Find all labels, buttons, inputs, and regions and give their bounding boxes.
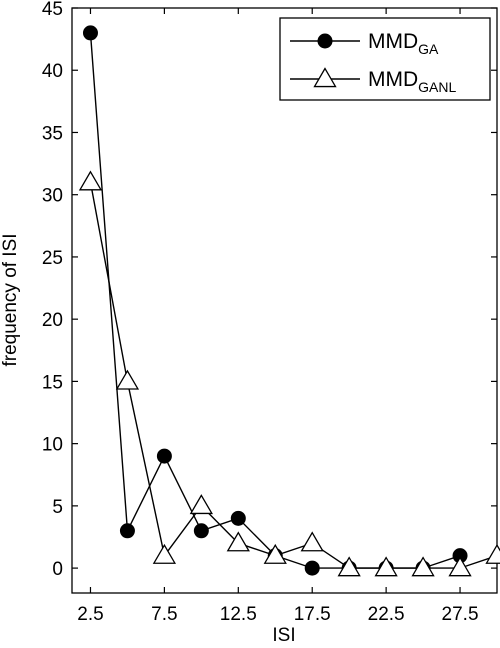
y-tick-label: 15 — [42, 372, 63, 393]
data-point-triangle — [189, 494, 213, 515]
y-tick-label: 20 — [42, 310, 63, 331]
series-2 — [78, 170, 500, 577]
y-tick-label: 5 — [52, 497, 63, 518]
data-point-circle — [156, 448, 172, 464]
data-point-circle — [304, 560, 320, 576]
data-point-triangle — [152, 543, 177, 564]
x-tick-label: 2.5 — [77, 604, 103, 625]
y-tick-label: 35 — [42, 123, 63, 144]
y-tick-label: 0 — [52, 559, 63, 580]
data-point-triangle — [374, 556, 398, 577]
series-layer — [78, 25, 500, 577]
legend-label: MMDGANL — [368, 68, 456, 95]
legend-marker-circle — [317, 33, 333, 49]
y-tick-label: 25 — [42, 248, 63, 269]
data-point-circle — [193, 523, 209, 539]
data-point-triangle — [300, 531, 324, 552]
x-tick-label: 22.5 — [368, 604, 405, 625]
data-point-triangle — [337, 556, 361, 577]
x-tick-label: 27.5 — [442, 604, 479, 625]
y-axis-label: frequency of ISI — [0, 233, 21, 366]
legend-label: MMDGA — [368, 30, 439, 57]
data-point-triangle — [448, 556, 472, 577]
data-point-circle — [230, 510, 246, 526]
data-point-triangle — [78, 170, 103, 191]
x-axis-label: ISI — [272, 625, 295, 646]
legend-item-1: MMDGA — [290, 30, 439, 57]
series-1 — [82, 25, 468, 576]
data-point-triangle — [411, 556, 435, 577]
axes-layer: 0 5 10 15 20 25 30 35 40 45 2.5 7.5 12.5 17.5 22.5 27.5 — [42, 0, 498, 625]
y-tick-label: 45 — [42, 0, 63, 20]
legend: MMDGA MMDGANL — [279, 17, 491, 101]
data-point-triangle — [263, 543, 287, 564]
legend-item-2: MMDGANL — [290, 67, 456, 95]
y-tick-label: 30 — [42, 186, 63, 207]
plot-frame — [71, 7, 498, 594]
x-tick-label: 7.5 — [151, 604, 177, 625]
y-tick-label: 10 — [42, 435, 63, 456]
data-point-triangle — [485, 543, 500, 564]
data-point-triangle — [226, 531, 250, 552]
data-point-circle — [119, 523, 135, 539]
x-tick-label: 17.5 — [294, 604, 331, 625]
legend-marker-triangle — [313, 67, 337, 88]
x-tick-label: 12.5 — [220, 604, 257, 625]
data-point-triangle — [115, 369, 140, 390]
series-line — [89, 32, 461, 569]
y-tick-label: 40 — [42, 61, 63, 82]
data-point-circle — [82, 25, 98, 41]
series-line — [89, 182, 498, 569]
